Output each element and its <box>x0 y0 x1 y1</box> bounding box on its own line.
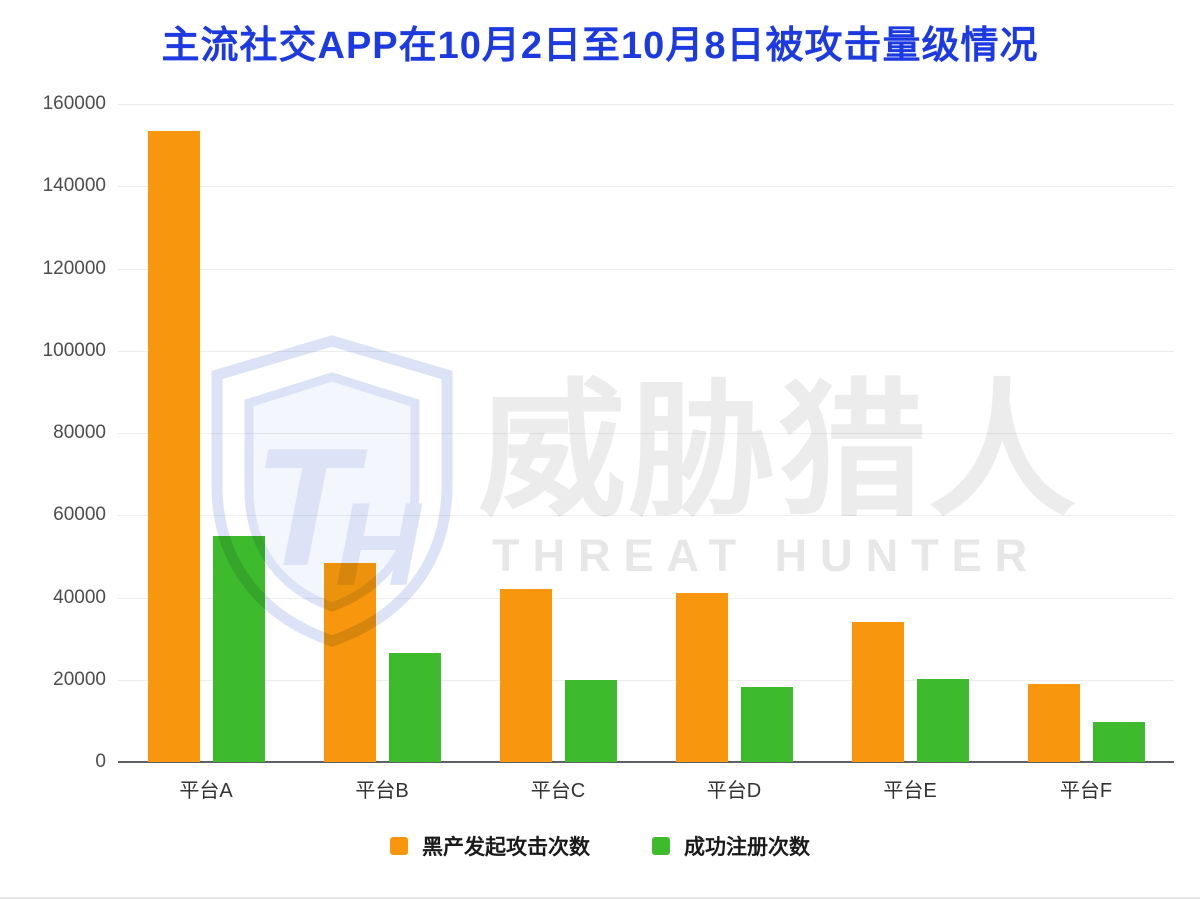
plot-area: 160000 140000 120000 100000 80000 60000 40000 2… <box>43 93 1174 772</box>
gridline <box>118 433 1174 434</box>
x-tick-label: 平台D <box>706 780 762 802</box>
x-tick-label: 平台E <box>883 780 937 802</box>
bar <box>851 622 904 762</box>
chart-title: 主流社交APP在10月2日至10月8日被攻击量级情况 <box>161 25 1039 67</box>
x-tick-label: 平台C <box>530 780 586 802</box>
gridline <box>118 186 1174 188</box>
y-tick-label: 0 <box>95 751 106 772</box>
bar-group <box>822 104 998 762</box>
y-tick-label: 120000 <box>42 257 106 279</box>
x-tick-label: 平台B <box>355 780 409 802</box>
gridline <box>118 679 1174 681</box>
bars-row <box>118 104 1174 762</box>
bar <box>388 653 441 762</box>
bar <box>323 562 376 762</box>
bar <box>916 678 969 762</box>
legend-item: 黑产发起攻击次数 <box>390 831 590 861</box>
bar-group <box>998 104 1174 762</box>
x-axis-line <box>118 761 1174 763</box>
legend-label: 黑产发起攻击次数 <box>422 836 590 859</box>
bar <box>675 593 728 762</box>
gridline <box>118 268 1174 270</box>
bar <box>740 686 793 762</box>
y-tick-label: 80000 <box>53 422 106 443</box>
gridline <box>118 104 1174 105</box>
legend-item: 成功注册次数 <box>652 831 810 861</box>
bar <box>499 589 552 762</box>
bar <box>212 535 265 762</box>
y-tick-label: 20000 <box>53 668 106 690</box>
bar <box>147 130 200 762</box>
bar <box>1027 683 1080 762</box>
bar-group <box>118 104 294 762</box>
y-tick-label: 40000 <box>53 586 106 608</box>
bar-group <box>646 104 822 762</box>
x-tick-label: 平台F <box>1059 780 1113 802</box>
bar <box>564 679 617 762</box>
legend-swatch-icon <box>390 837 408 855</box>
gridline <box>118 350 1174 352</box>
x-tick-label: 平台A <box>179 780 233 802</box>
bar-group <box>470 104 646 762</box>
gridline <box>118 515 1174 517</box>
x-axis-labels: 平台A 平台B 平台C 平台D 平台E 平台F <box>118 774 1174 803</box>
y-tick-label: 100000 <box>42 339 106 361</box>
bar-group <box>294 104 470 762</box>
bar <box>1092 721 1145 762</box>
y-tick-label: 60000 <box>53 504 106 526</box>
chart-legend: 黑产发起攻击次数 成功注册次数 <box>0 831 1200 861</box>
y-tick-label: 140000 <box>42 175 106 197</box>
gridline <box>118 597 1174 599</box>
legend-label: 成功注册次数 <box>684 836 810 859</box>
legend-swatch-icon <box>652 837 670 855</box>
y-tick-label: 160000 <box>42 93 106 114</box>
